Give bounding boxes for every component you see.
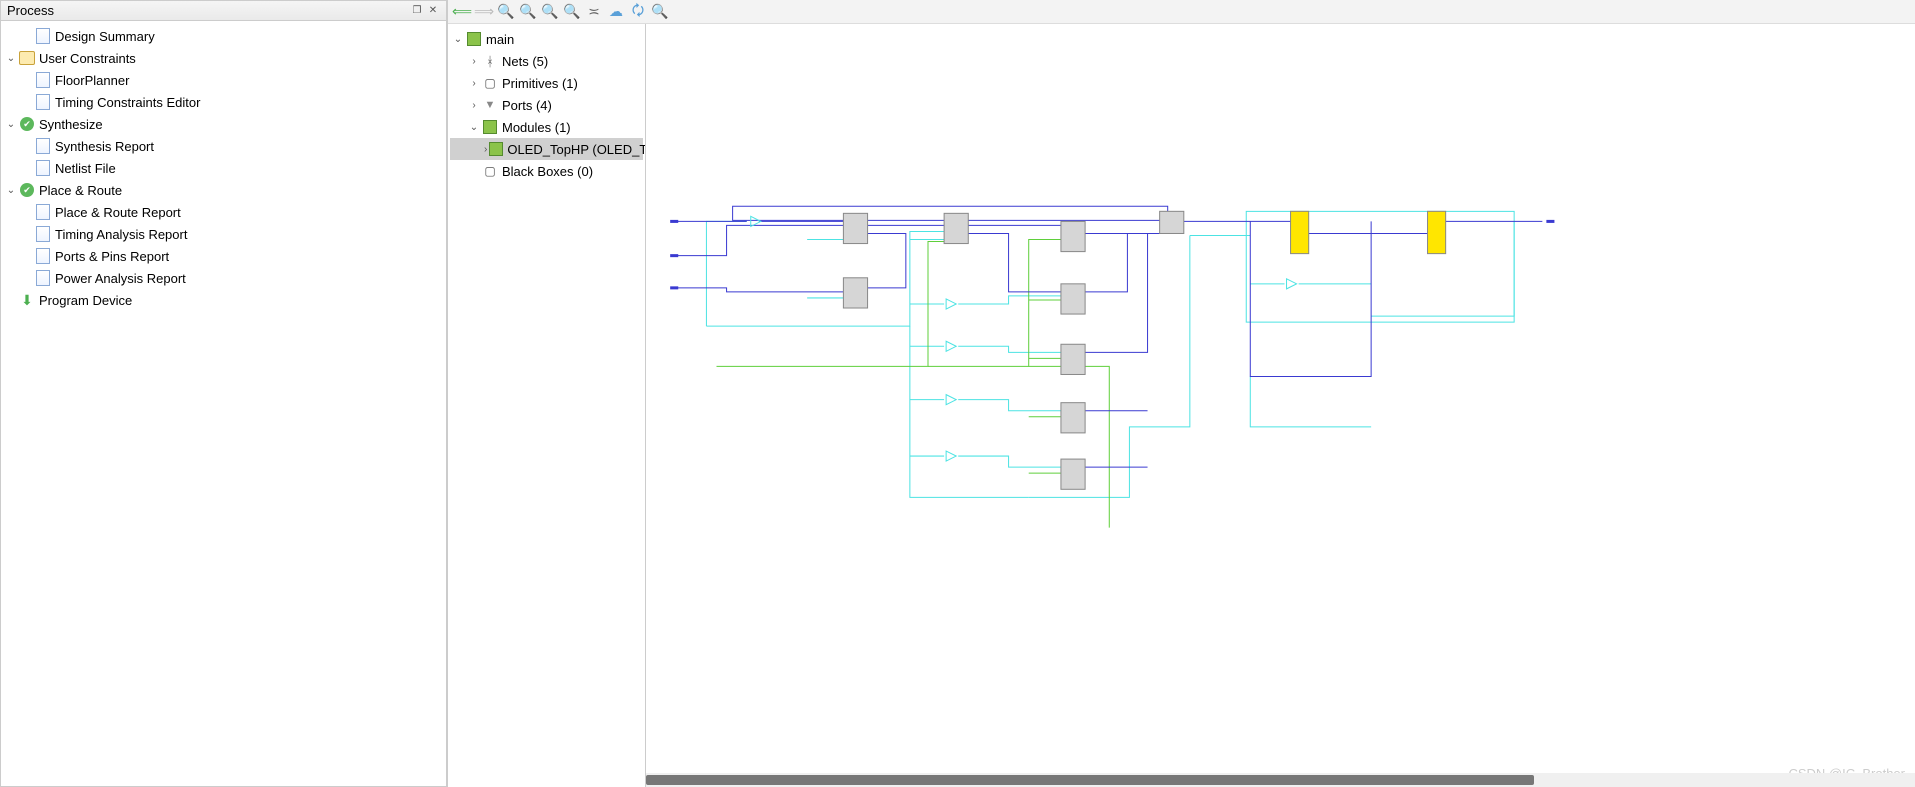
process-item[interactable]: ·Ports & Pins Report <box>3 245 444 267</box>
doc-icon <box>35 28 51 44</box>
process-item-label: Timing Analysis Report <box>55 227 187 242</box>
close-icon[interactable]: ✕ <box>426 4 440 18</box>
process-item-label: Synthesize <box>39 117 103 132</box>
process-panel: Process ❐ ✕ ·Design Summary ⌄ User Constra… <box>0 0 447 787</box>
schematic-canvas[interactable]: CSDN @IC_Brother <box>646 24 1915 787</box>
hierarchy-item-label: Primitives (1) <box>502 76 578 91</box>
nets-icon <box>482 53 498 69</box>
hierarchy-item[interactable]: ⌄ main <box>450 28 643 50</box>
caret-down-icon[interactable]: ⌄ <box>452 33 464 45</box>
process-panel-title: Process <box>7 3 54 18</box>
hierarchy-item-label: main <box>486 32 514 47</box>
zoom-area-icon[interactable]: 🔍 <box>562 2 582 22</box>
collapse-icon[interactable]: ≍ <box>584 2 604 22</box>
module-icon <box>489 141 503 157</box>
hierarchy-item[interactable]: › Primitives (1) <box>450 72 643 94</box>
folder-setting-icon <box>19 50 35 66</box>
module-icon <box>482 119 498 135</box>
refresh-icon[interactable]: 🗘 <box>628 2 648 22</box>
caret-right-icon[interactable]: › <box>468 55 480 67</box>
process-item-label: Synthesis Report <box>55 139 154 154</box>
download-icon <box>19 292 35 308</box>
caret-down-icon[interactable]: ⌄ <box>5 52 17 64</box>
doc-icon <box>35 72 51 88</box>
hierarchy-tree: ⌄ main › Nets (5) › Primitives (1) › Ports (4) ⌄… <box>448 24 645 186</box>
search-zoom-icon[interactable]: 🔍 <box>650 2 670 22</box>
scrollbar-thumb[interactable] <box>646 775 1534 785</box>
process-item[interactable]: ·Program Device <box>3 289 444 311</box>
doc-icon <box>35 270 51 286</box>
process-item[interactable]: ·Timing Constraints Editor <box>3 91 444 113</box>
caret-right-icon[interactable]: › <box>484 143 487 155</box>
process-item-label: Netlist File <box>55 161 116 176</box>
blackbox-icon <box>482 163 498 179</box>
process-item[interactable]: ·Synthesis Report <box>3 135 444 157</box>
process-panel-header: Process ❐ ✕ <box>1 1 446 21</box>
caret-right-icon[interactable]: › <box>468 99 480 111</box>
process-tree: ·Design Summary ⌄ User Constraints ·FloorPl… <box>1 21 446 315</box>
process-item[interactable]: ⌄ Place & Route <box>3 179 444 201</box>
process-item[interactable]: ·Design Summary <box>3 25 444 47</box>
caret-right-icon[interactable]: › <box>468 77 480 89</box>
process-item-label: FloorPlanner <box>55 73 129 88</box>
process-item[interactable]: ·Power Analysis Report <box>3 267 444 289</box>
hierarchy-item[interactable]: › Ports (4) <box>450 94 643 116</box>
schematic-toolbar: ⟸⟹🔍🔍🔍🔍≍☁🗘🔍 <box>448 0 1915 24</box>
schematic-body: ⌄ main › Nets (5) › Primitives (1) › Ports (4) ⌄… <box>448 24 1915 787</box>
process-panel-body: ·Design Summary ⌄ User Constraints ·FloorPl… <box>1 21 446 786</box>
process-item-label: Program Device <box>39 293 132 308</box>
process-item[interactable]: ⌄ Synthesize <box>3 113 444 135</box>
schematic-svg[interactable] <box>646 24 1915 787</box>
doc-icon <box>35 138 51 154</box>
process-item[interactable]: ·FloorPlanner <box>3 69 444 91</box>
hierarchy-item[interactable]: ⌄ Modules (1) <box>450 116 643 138</box>
ports-icon <box>482 97 498 113</box>
doc-icon <box>35 226 51 242</box>
schematic-area: ⟸⟹🔍🔍🔍🔍≍☁🗘🔍 ⌄main›Nets (5)›Primitives (1)… <box>447 0 1915 787</box>
hierarchy-panel: ⌄ main › Nets (5) › Primitives (1) › Ports (4) ⌄… <box>448 24 646 787</box>
caret-down-icon[interactable]: ⌄ <box>468 121 480 133</box>
hierarchy-item-label: Ports (4) <box>502 98 552 113</box>
zoom-fit-icon[interactable]: 🔍 <box>540 2 560 22</box>
doc-icon <box>35 94 51 110</box>
caret-down-icon[interactable]: ⌄ <box>5 118 17 130</box>
process-item[interactable]: ·Timing Analysis Report <box>3 223 444 245</box>
process-item-label: Place & Route <box>39 183 122 198</box>
process-item-label: Design Summary <box>55 29 155 44</box>
horizontal-scrollbar[interactable] <box>646 773 1915 787</box>
green-check-icon <box>19 182 35 198</box>
doc-icon <box>35 204 51 220</box>
back-icon[interactable]: ⟸ <box>452 2 472 22</box>
process-item[interactable]: ·Place & Route Report <box>3 201 444 223</box>
doc-icon <box>35 248 51 264</box>
hierarchy-item-label: OLED_TopHP (OLED_T... <box>507 142 646 157</box>
zoom-in-icon[interactable]: 🔍 <box>496 2 516 22</box>
forward-icon[interactable]: ⟹ <box>474 2 494 22</box>
process-item-label: Place & Route Report <box>55 205 181 220</box>
module-icon <box>466 31 482 47</box>
primitives-icon <box>482 75 498 91</box>
hierarchy-item[interactable]: › OLED_TopHP (OLED_T... <box>450 138 643 160</box>
process-item-label: Timing Constraints Editor <box>55 95 200 110</box>
process-item-label: Ports & Pins Report <box>55 249 169 264</box>
process-item-label: User Constraints <box>39 51 136 66</box>
hierarchy-item-label: Black Boxes (0) <box>502 164 593 179</box>
process-item[interactable]: ·Netlist File <box>3 157 444 179</box>
hierarchy-item[interactable]: › Nets (5) <box>450 50 643 72</box>
doc-icon <box>35 160 51 176</box>
process-item-label: Power Analysis Report <box>55 271 186 286</box>
zoom-out-icon[interactable]: 🔍 <box>518 2 538 22</box>
hierarchy-item-label: Nets (5) <box>502 54 548 69</box>
hierarchy-item[interactable]: ·Black Boxes (0) <box>450 160 643 182</box>
hierarchy-item-label: Modules (1) <box>502 120 571 135</box>
cloud-icon[interactable]: ☁ <box>606 2 626 22</box>
undock-icon[interactable]: ❐ <box>410 4 424 18</box>
caret-down-icon[interactable]: ⌄ <box>5 184 17 196</box>
green-check-icon <box>19 116 35 132</box>
process-item[interactable]: ⌄ User Constraints <box>3 47 444 69</box>
